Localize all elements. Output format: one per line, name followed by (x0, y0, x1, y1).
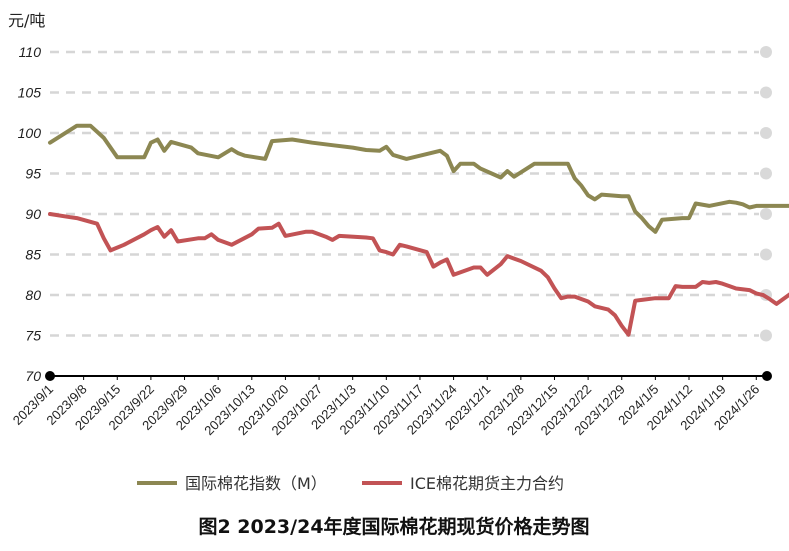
gridlines (50, 46, 772, 342)
y-tick-label: 80 (25, 287, 41, 303)
y-tick-label: 110 (19, 44, 42, 60)
gridline-end-dot (760, 46, 772, 58)
y-tick-label: 85 (25, 247, 41, 263)
y-tick-label: 100 (18, 125, 42, 141)
gridline-end-dot (760, 86, 772, 99)
gridline-end-dot (760, 127, 772, 139)
gridline-end-dot (760, 208, 772, 220)
x-axis: 2023/9/12023/9/82023/9/152023/9/222023/9… (10, 371, 772, 438)
gridline-end-dot (760, 167, 772, 180)
legend: 国际棉花指数（M） ICE棉花期货主力合约 (137, 474, 564, 493)
chart-title: 图2 2023/24年度国际棉花期现货价格走势图 (198, 515, 589, 538)
y-tick-labels: 70 75 80 85 90 95 100 105 110 (18, 44, 42, 384)
series-lines (48, 123, 789, 337)
gridline-end-dot (760, 248, 772, 261)
series-line-1 (48, 123, 789, 234)
y-tick-label: 95 (25, 166, 41, 182)
y-tick-label: 75 (25, 328, 41, 344)
y-axis-unit-label: 元/吨 (8, 11, 45, 30)
y-tick-label: 105 (18, 85, 42, 101)
x-axis-end-dot (762, 371, 772, 381)
legend-label-2: ICE棉花期货主力合约 (410, 474, 564, 493)
y-tick-label: 90 (25, 206, 41, 222)
series-line-2 (48, 212, 789, 337)
y-tick-label: 70 (25, 368, 41, 384)
legend-label-1: 国际棉花指数（M） (185, 474, 327, 493)
gridline-end-dot (760, 329, 772, 342)
